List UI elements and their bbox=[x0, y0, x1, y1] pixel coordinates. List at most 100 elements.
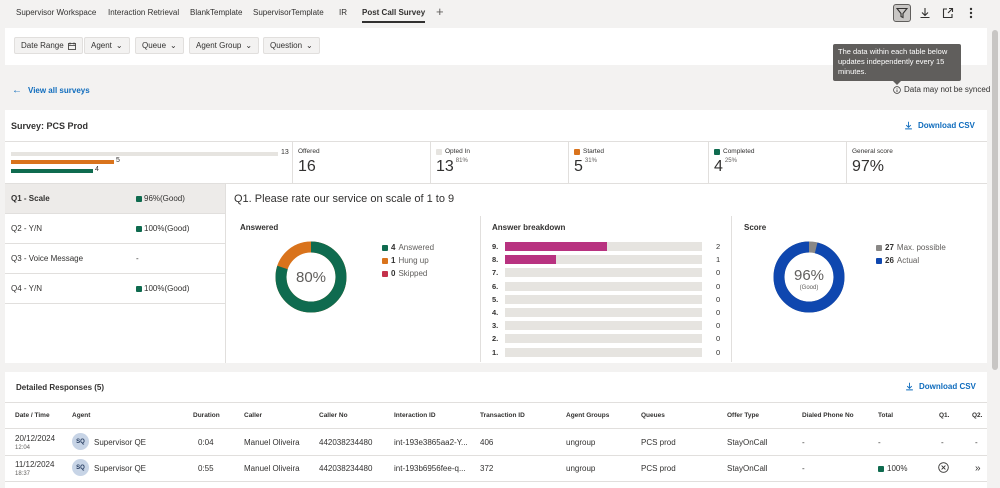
cell-time: 18:37 bbox=[15, 471, 31, 477]
breakdown-label: 6. bbox=[492, 281, 499, 291]
stat-label: Started bbox=[583, 148, 604, 155]
col-q2[interactable]: Q2. bbox=[972, 412, 983, 419]
download-icon bbox=[906, 382, 913, 391]
question-label: Q3 - Voice Message bbox=[11, 254, 84, 263]
col-duration[interactable]: Duration bbox=[193, 412, 220, 419]
breakdown-track bbox=[505, 242, 702, 251]
col-dialed-phone-no[interactable]: Dialed Phone No bbox=[802, 412, 854, 419]
col-caller[interactable]: Caller bbox=[244, 412, 263, 419]
breakdown-count: 0 bbox=[716, 294, 721, 304]
cell-time: 12:04 bbox=[15, 445, 31, 451]
view-all-surveys-link[interactable]: ← View all surveys bbox=[12, 85, 90, 96]
download-csv-button[interactable]: Download CSV bbox=[904, 121, 975, 130]
agent-filter[interactable]: Agent ⌄ bbox=[84, 37, 130, 54]
question-result: 100%(Good) bbox=[144, 284, 190, 293]
breakdown-row: 8. 1 bbox=[492, 255, 726, 265]
status-swatch bbox=[136, 195, 142, 202]
breakdown-label: 2. bbox=[492, 334, 499, 344]
cell-transaction-id: 406 bbox=[480, 438, 494, 447]
question-item-q2[interactable]: Q2 - Y/N 100%(Good) bbox=[5, 214, 225, 244]
expand-row-icon[interactable]: » bbox=[975, 463, 981, 474]
legend-count: 0 bbox=[391, 269, 396, 278]
legend-count: 4 bbox=[391, 243, 396, 252]
cell-queue: PCS prod bbox=[641, 438, 676, 447]
breakdown-row: 4. 0 bbox=[492, 308, 726, 317]
col-queues[interactable]: Queues bbox=[641, 412, 665, 419]
stat-general-score: General score 97% bbox=[846, 142, 987, 184]
tab-ir[interactable]: IR bbox=[339, 8, 347, 17]
cell-q1: - bbox=[941, 438, 944, 447]
col-interaction-id[interactable]: Interaction ID bbox=[394, 412, 436, 419]
divider bbox=[225, 184, 226, 363]
breakdown-label: 8. bbox=[492, 255, 499, 265]
tab-blank-template[interactable]: BlankTemplate bbox=[190, 8, 243, 17]
col-agent-groups[interactable]: Agent Groups bbox=[566, 412, 610, 419]
stat-label: General score bbox=[852, 148, 893, 155]
divider bbox=[5, 402, 987, 403]
legend-swatch bbox=[714, 148, 720, 155]
summary-bar-total bbox=[11, 152, 278, 156]
queue-filter-label: Queue bbox=[142, 41, 167, 50]
breakdown-count: 0 bbox=[716, 321, 721, 331]
col-offer-type[interactable]: Offer Type bbox=[727, 412, 760, 419]
col-q1[interactable]: Q1. bbox=[939, 412, 950, 419]
cell-duration: 0:55 bbox=[198, 464, 214, 473]
question-filter[interactable]: Question ⌄ bbox=[263, 37, 320, 54]
cell-duration: 0:04 bbox=[198, 438, 214, 447]
divider bbox=[5, 455, 987, 456]
tab-interaction-retrieval[interactable]: Interaction Retrieval bbox=[108, 8, 180, 17]
stat-percent: 81% bbox=[455, 158, 468, 164]
col-transaction-id[interactable]: Transaction ID bbox=[480, 412, 525, 419]
chevron-down-icon: ⌄ bbox=[170, 41, 177, 50]
question-item-q3[interactable]: Q3 - Voice Message - bbox=[5, 244, 225, 274]
filter-bar: Date Range Agent ⌄ Queue ⌄ Agent Group ⌄ Qu… bbox=[5, 28, 987, 65]
cell-caller: Manuel Oliveira bbox=[244, 438, 300, 447]
col-caller-no[interactable]: Caller No bbox=[319, 412, 348, 419]
scrollbar[interactable] bbox=[990, 0, 1000, 488]
download-icon[interactable] bbox=[916, 4, 934, 22]
summary-bar-completed bbox=[11, 169, 93, 173]
col-agent[interactable]: Agent bbox=[72, 412, 91, 419]
cell-date: 20/12/2024 bbox=[15, 434, 56, 443]
popout-icon[interactable] bbox=[939, 4, 957, 22]
stat-started: Started 5 31% bbox=[568, 142, 708, 184]
breakdown-count: 0 bbox=[716, 347, 721, 357]
agent-group-filter[interactable]: Agent Group ⌄ bbox=[189, 37, 260, 54]
cell-dialed-phone: - bbox=[802, 464, 805, 473]
stat-value: 13 bbox=[436, 158, 454, 175]
breakdown-track bbox=[505, 308, 702, 317]
tab-post-call-survey[interactable]: Post Call Survey bbox=[362, 8, 426, 23]
more-options-icon[interactable] bbox=[962, 4, 980, 22]
question-item-q1[interactable]: Q1 - Scale 96%(Good) bbox=[5, 184, 225, 214]
breakdown-track bbox=[505, 334, 702, 344]
cell-queue: PCS prod bbox=[641, 464, 676, 473]
add-tab-icon[interactable]: + bbox=[436, 4, 444, 19]
legend-count: 1 bbox=[391, 256, 396, 265]
col-date-time[interactable]: Date / Time bbox=[15, 412, 50, 419]
breakdown-bar bbox=[505, 255, 557, 265]
status-swatch bbox=[136, 225, 142, 232]
summary-completed-count: 4 bbox=[95, 166, 99, 173]
question-label: Q4 - Y/N bbox=[11, 284, 42, 293]
question-item-q4[interactable]: Q4 - Y/N 100%(Good) bbox=[5, 274, 225, 304]
col-total[interactable]: Total bbox=[878, 412, 894, 419]
breakdown-row: 7. 0 bbox=[492, 268, 726, 278]
date-range-filter[interactable]: Date Range bbox=[14, 37, 83, 54]
breakdown-track bbox=[505, 255, 702, 265]
chevron-down-icon: ⌄ bbox=[245, 41, 253, 50]
scrollbar-thumb[interactable] bbox=[992, 30, 998, 370]
responses-panel bbox=[5, 372, 987, 488]
filter-icon[interactable] bbox=[893, 4, 911, 22]
responses-download-csv-button[interactable]: Download CSV bbox=[905, 382, 976, 391]
stat-percent: 31% bbox=[584, 158, 597, 164]
legend-swatch bbox=[382, 257, 388, 264]
tab-supervisor-workspace[interactable]: Supervisor Workspace bbox=[16, 8, 97, 17]
sync-tooltip: The data within each table below updates… bbox=[833, 44, 961, 85]
agent-group-filter-label: Agent Group bbox=[196, 41, 242, 50]
cell-offer-type: StayOnCall bbox=[727, 464, 768, 473]
breakdown-label: 4. bbox=[492, 308, 499, 317]
question-filter-label: Question bbox=[270, 41, 303, 50]
queue-filter[interactable]: Queue ⌄ bbox=[135, 37, 184, 54]
tab-supervisor-template[interactable]: SupervisorTemplate bbox=[253, 8, 324, 17]
divider bbox=[5, 481, 987, 482]
